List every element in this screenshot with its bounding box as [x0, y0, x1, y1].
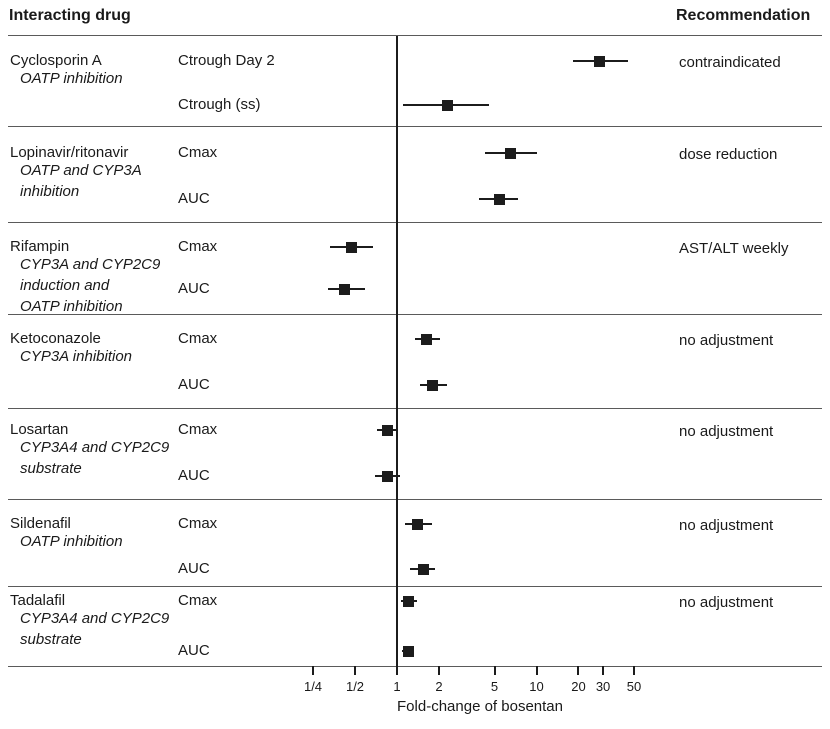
point-estimate-marker — [402, 595, 414, 607]
x-axis-tick-label: 50 — [626, 679, 642, 694]
parameter-label: Cmax — [178, 144, 218, 161]
point-estimate-marker — [493, 193, 505, 205]
drug-name: Ketoconazole — [10, 330, 101, 347]
x-axis-tick-label: 2 — [435, 679, 443, 694]
parameter-label: AUC — [178, 467, 210, 484]
section-separator-line — [8, 586, 822, 587]
drug-mechanism: CYP3A inhibition — [20, 348, 133, 365]
section-separator-line — [8, 126, 822, 127]
point-estimate-marker — [345, 241, 357, 253]
x-axis-tick — [437, 666, 440, 675]
point-estimate-marker — [421, 333, 433, 345]
x-axis-tick — [354, 666, 356, 675]
recommendation-label: no adjustment — [679, 594, 774, 611]
parameter-label: AUC — [178, 642, 210, 659]
drug-mechanism: OATP inhibition — [20, 70, 123, 87]
point-estimate-marker — [441, 99, 453, 111]
drug-name: Rifampin — [10, 238, 70, 255]
parameter-label: AUC — [178, 280, 210, 297]
section-separator-line — [8, 314, 822, 315]
recommendation-label: no adjustment — [679, 332, 774, 349]
recommendation-label: no adjustment — [679, 517, 774, 534]
point-estimate-marker — [402, 645, 414, 657]
recommendation-label: no adjustment — [679, 423, 774, 440]
drug-mechanism: CYP3A4 and CYP2C9 substrate — [20, 610, 170, 648]
point-estimate-marker — [504, 147, 516, 159]
x-axis-tick-label: 1/4 — [303, 679, 323, 694]
parameter-label: AUC — [178, 560, 210, 577]
recommendation-label: AST/ALT weekly — [679, 240, 789, 257]
parameter-label: Ctrough Day 2 — [178, 52, 275, 69]
header-rule — [8, 35, 822, 36]
x-axis-tick-label: 5 — [490, 679, 499, 694]
point-estimate-marker — [382, 424, 394, 436]
point-estimate-marker — [338, 283, 350, 295]
drug-name: Losartan — [10, 421, 69, 438]
section-separator-line — [8, 222, 822, 223]
parameter-label: Cmax — [178, 592, 218, 609]
parameter-label: Ctrough (ss) — [178, 96, 261, 113]
parameter-label: Cmax — [178, 330, 218, 347]
section-separator-line — [8, 499, 822, 500]
drug-name: Cyclosporin A — [10, 52, 102, 69]
section-separator-line — [8, 408, 822, 409]
parameter-label: Cmax — [178, 238, 218, 255]
x-axis-tick-label: 1/2 — [345, 679, 365, 694]
x-axis-tick — [493, 666, 496, 675]
x-axis-tick-label: 10 — [529, 679, 544, 694]
column-header-interacting-drug: Interacting drug — [9, 7, 131, 24]
drug-name: Sildenafil — [10, 515, 71, 532]
drug-mechanism: OATP inhibition — [20, 533, 123, 550]
parameter-label: AUC — [178, 190, 210, 207]
x-axis-tick — [396, 666, 398, 675]
x-axis-tick-label: 1 — [393, 679, 401, 694]
x-axis-tick — [633, 666, 635, 675]
drug-name: Lopinavir/ritonavir — [10, 144, 129, 161]
x-axis-tick — [602, 666, 605, 675]
point-estimate-marker — [594, 55, 606, 67]
x-axis-tick — [535, 666, 538, 675]
drug-mechanism: OATP and CYP3A inhibition — [20, 162, 142, 200]
drug-name: Tadalafil — [10, 592, 66, 609]
parameter-label: Cmax — [178, 515, 218, 532]
x-axis-tick — [312, 666, 314, 675]
drug-mechanism: CYP3A4 and CYP2C9 substrate — [20, 439, 170, 477]
point-estimate-marker — [381, 470, 393, 482]
x-axis-tick — [577, 666, 580, 675]
x-axis-tick-label: 20 — [571, 679, 586, 694]
column-header-recommendation: Recommendation — [676, 7, 811, 24]
parameter-label: Cmax — [178, 421, 218, 438]
recommendation-label: contraindicated — [679, 54, 781, 71]
parameter-label: AUC — [178, 376, 210, 393]
x-axis-line — [8, 666, 822, 667]
point-estimate-marker — [412, 518, 424, 530]
drug-mechanism: CYP3A and CYP2C9 induction and OATP inhi… — [20, 256, 161, 315]
point-estimate-marker — [427, 379, 439, 391]
point-estimate-marker — [417, 563, 429, 575]
x-axis-tick-label: 30 — [595, 679, 611, 694]
recommendation-label: dose reduction — [679, 146, 778, 163]
reference-line-x1 — [396, 36, 398, 666]
x-axis-label: Fold-change of bosentan — [397, 698, 563, 715]
